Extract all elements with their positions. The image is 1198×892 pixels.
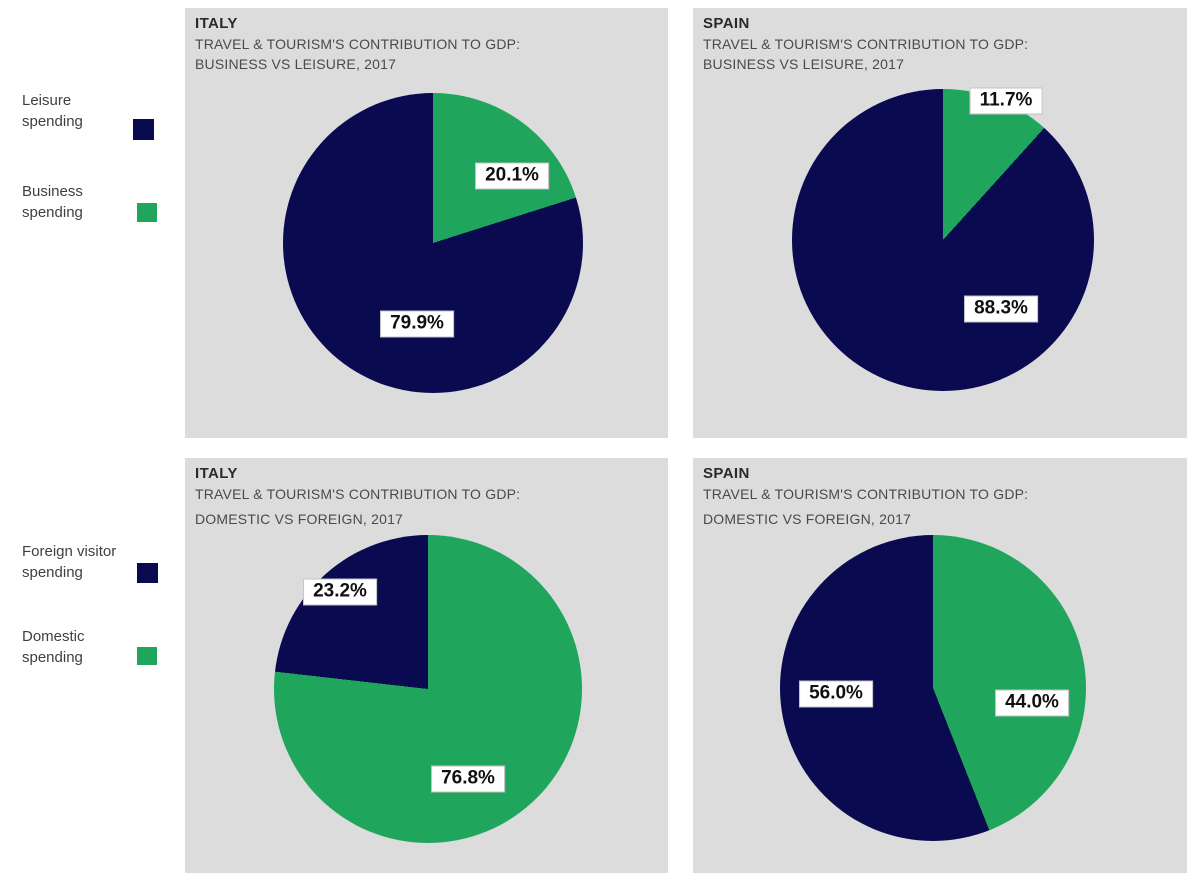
chart-title-block: SPAIN TRAVEL & TOURISM'S CONTRIBUTION TO… bbox=[703, 14, 1028, 74]
legend-swatch-business-green bbox=[137, 203, 157, 222]
chart-country-title: ITALY bbox=[195, 465, 238, 482]
chart-subtitle-line1: TRAVEL & TOURISM'S CONTRIBUTION TO GDP: bbox=[195, 486, 521, 502]
chart-subtitle-line2: DOMESTIC VS FOREIGN, 2017 bbox=[195, 511, 404, 527]
chart-panel-italy-domestic-foreign: ITALY TRAVEL & TOURISM'S CONTRIBUTION TO… bbox=[185, 458, 668, 873]
chart-country-title: SPAIN bbox=[703, 15, 750, 32]
chart-subtitle-line2: BUSINESS VS LEISURE, 2017 bbox=[703, 56, 905, 72]
chart-panel-spain-domestic-foreign: SPAIN TRAVEL & TOURISM'S CONTRIBUTION TO… bbox=[693, 458, 1187, 873]
chart-subtitle-line1: TRAVEL & TOURISM'S CONTRIBUTION TO GDP: bbox=[195, 36, 521, 52]
pie-label-domestic-share: 76.8% bbox=[431, 765, 505, 793]
pie-label-business-share: 11.7% bbox=[969, 87, 1043, 115]
chart-panel-spain-business-leisure: SPAIN TRAVEL & TOURISM'S CONTRIBUTION TO… bbox=[693, 8, 1187, 438]
chart-title-block: SPAIN TRAVEL & TOURISM'S CONTRIBUTION TO… bbox=[703, 464, 1028, 529]
chart-country-title: ITALY bbox=[195, 15, 238, 32]
chart-subtitle-line1: TRAVEL & TOURISM'S CONTRIBUTION TO GDP: bbox=[703, 486, 1029, 502]
legend-label-foreign-visitor-spending: Foreign visitor spending bbox=[22, 543, 117, 581]
legend-label-domestic-spending: Domestic spending bbox=[22, 628, 85, 666]
chart-subtitle-line2: DOMESTIC VS FOREIGN, 2017 bbox=[703, 511, 912, 527]
legend-swatch-domestic-green bbox=[137, 647, 157, 665]
pie-chart-spain-business-leisure bbox=[792, 89, 1094, 391]
chart-subtitle-line2: BUSINESS VS LEISURE, 2017 bbox=[195, 56, 397, 72]
legend-swatch-foreign-navy bbox=[137, 563, 158, 583]
chart-title-block: ITALY TRAVEL & TOURISM'S CONTRIBUTION TO… bbox=[195, 14, 520, 74]
legend-swatch-leisure-navy bbox=[133, 119, 154, 140]
legend-label-leisure-spending: Leisure spending bbox=[22, 92, 83, 130]
pie-label-foreign-share: 23.2% bbox=[303, 578, 377, 606]
pie-label-foreign-share: 56.0% bbox=[799, 680, 873, 708]
legend-label-business-spending: Business spending bbox=[22, 183, 83, 221]
pie-label-business-share: 20.1% bbox=[475, 162, 549, 190]
chart-panel-italy-business-leisure: ITALY TRAVEL & TOURISM'S CONTRIBUTION TO… bbox=[185, 8, 668, 438]
chart-country-title: SPAIN bbox=[703, 465, 750, 482]
chart-subtitle-line1: TRAVEL & TOURISM'S CONTRIBUTION TO GDP: bbox=[703, 36, 1029, 52]
chart-title-block: ITALY TRAVEL & TOURISM'S CONTRIBUTION TO… bbox=[195, 464, 520, 529]
pie-label-domestic-share: 44.0% bbox=[995, 689, 1069, 717]
pie-label-leisure-share: 88.3% bbox=[964, 295, 1038, 323]
pie-label-leisure-share: 79.9% bbox=[380, 310, 454, 338]
pie-chart-italy-business-leisure bbox=[283, 93, 583, 393]
